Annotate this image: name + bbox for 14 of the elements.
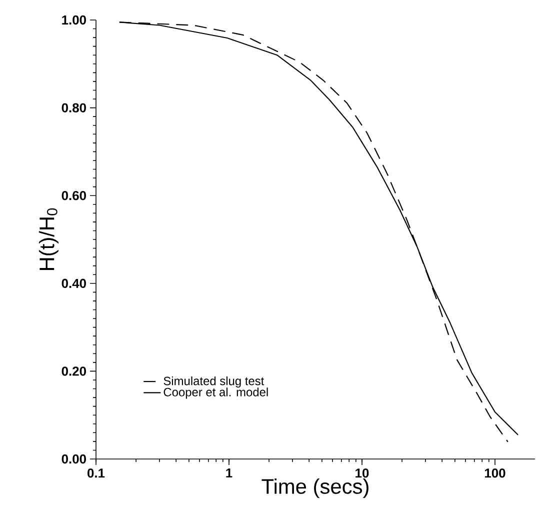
x-tick-label: 0.1 (88, 468, 105, 478)
y-axis-title: H(t)/H$_{0}$ (38, 208, 58, 270)
legend-label: Cooper et al. model (164, 388, 268, 399)
y-tick-label: 0.40 (62, 278, 86, 288)
y-tick-label: 0.00 (62, 454, 86, 464)
x-tick-label: 100 (484, 468, 506, 478)
y-tick-label: 0.80 (62, 103, 86, 112)
y-tick-label: 0.60 (62, 191, 86, 200)
legend-label: Simulated slug test (164, 376, 264, 388)
x-axis-title: Time (secs) (262, 478, 368, 498)
x-tick-label: 1 (226, 468, 232, 478)
y-tick-label: 0.20 (62, 366, 86, 376)
y-tick-label: 1.00 (62, 15, 86, 25)
x-tick-label: 10 (356, 468, 369, 478)
